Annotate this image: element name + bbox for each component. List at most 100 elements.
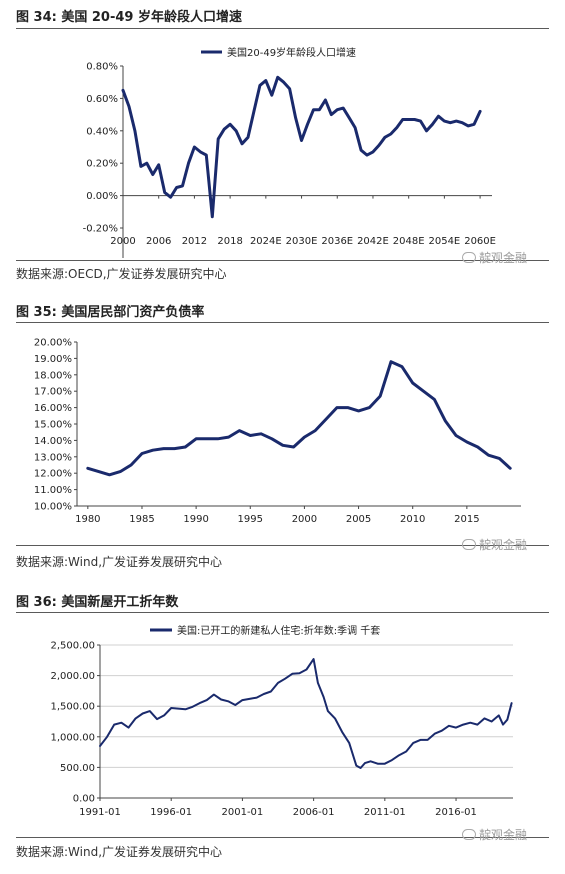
data-point bbox=[163, 715, 165, 717]
data-point bbox=[390, 361, 392, 363]
data-point bbox=[227, 701, 229, 703]
y-tick-label: 16.00% bbox=[34, 403, 72, 414]
data-point bbox=[444, 420, 446, 422]
y-tick-label: 19.00% bbox=[34, 354, 72, 365]
x-tick-label: 2010 bbox=[400, 514, 425, 525]
y-tick-label: 0.00 bbox=[73, 794, 95, 805]
x-tick-label: 2036E bbox=[321, 236, 353, 247]
wechat-icon bbox=[462, 539, 476, 550]
data-point bbox=[122, 90, 124, 92]
data-point bbox=[347, 407, 349, 409]
chart-household-leverage: 20.00% 19.00% 18.00% 17.00% 16.00% 15.00% 14.0… bbox=[34, 338, 521, 525]
data-point bbox=[356, 765, 358, 767]
data-point bbox=[396, 127, 398, 129]
data-point bbox=[271, 438, 273, 440]
data-point bbox=[477, 446, 479, 448]
data-point bbox=[253, 111, 255, 113]
data-point bbox=[170, 707, 172, 709]
data-point bbox=[242, 699, 244, 701]
data-point bbox=[247, 137, 249, 139]
data-point bbox=[259, 85, 261, 87]
data-point bbox=[378, 145, 380, 147]
data-point bbox=[128, 106, 130, 108]
y-tick-label: 0.80% bbox=[86, 62, 118, 73]
figure-36-source: 数据来源:Wind,广发证券发展研究中心 bbox=[16, 845, 223, 859]
data-point bbox=[477, 724, 479, 726]
data-point bbox=[398, 754, 400, 756]
y-tick-label: 2,500.00 bbox=[50, 641, 95, 652]
x-tick-label: 2060E bbox=[464, 236, 496, 247]
data-point bbox=[313, 109, 315, 111]
legend-label: 美国:已开工的新建私人住宅:折年数:季调 千套 bbox=[177, 624, 380, 637]
chart-housing-starts: 2,500.00 2,000.00 1,500.00 1,000.00 500.00 0.… bbox=[50, 624, 513, 818]
data-point bbox=[185, 446, 187, 448]
data-point bbox=[206, 699, 208, 701]
data-point bbox=[498, 715, 500, 717]
data-point bbox=[473, 124, 475, 126]
watermark-text: 靛观金融 bbox=[479, 251, 528, 265]
data-point bbox=[354, 127, 356, 129]
data-point bbox=[182, 185, 184, 187]
data-point bbox=[149, 710, 151, 712]
data-point bbox=[301, 140, 303, 142]
data-point bbox=[163, 448, 165, 450]
y-tick-label: 10.00% bbox=[34, 502, 72, 513]
data-point bbox=[462, 724, 464, 726]
data-point bbox=[379, 395, 381, 397]
y-tick-label: -0.20% bbox=[83, 224, 118, 235]
data-point bbox=[170, 196, 172, 198]
data-point bbox=[317, 682, 319, 684]
data-point bbox=[220, 699, 222, 701]
data-point bbox=[364, 762, 366, 764]
data-point bbox=[413, 742, 415, 744]
data-point bbox=[194, 146, 196, 148]
data-point bbox=[325, 418, 327, 420]
data-point bbox=[249, 698, 251, 700]
x-tick-label: 2042E bbox=[357, 236, 389, 247]
figure-35-top-rule bbox=[16, 322, 549, 323]
data-point bbox=[319, 109, 321, 111]
legend-label: 美国20-49岁年龄段人口增速 bbox=[227, 46, 356, 59]
data-point bbox=[502, 724, 504, 726]
data-point bbox=[384, 763, 386, 765]
data-point bbox=[366, 154, 368, 156]
x-tick-label: 1985 bbox=[129, 514, 154, 525]
data-point bbox=[434, 733, 436, 735]
data-point bbox=[250, 435, 252, 437]
data-point bbox=[295, 117, 297, 119]
x-tick-label: 1996-01 bbox=[150, 807, 192, 818]
data-point bbox=[423, 390, 425, 392]
data-point bbox=[146, 162, 148, 164]
data-point bbox=[484, 718, 486, 720]
x-tick-label: 2054E bbox=[428, 236, 460, 247]
data-point bbox=[241, 143, 243, 145]
y-tick-label: 12.00% bbox=[34, 469, 72, 480]
data-point bbox=[152, 449, 154, 451]
data-point bbox=[341, 731, 343, 733]
figure-34-title: 图 34: 美国 20-49 岁年龄段人口增速 bbox=[16, 10, 242, 25]
data-point bbox=[98, 471, 100, 473]
data-point bbox=[289, 88, 291, 90]
data-point bbox=[323, 696, 325, 698]
data-point bbox=[152, 174, 154, 176]
x-tick-label: 1991-01 bbox=[79, 807, 121, 818]
data-point bbox=[195, 438, 197, 440]
y-tick-label: 13.00% bbox=[34, 452, 72, 463]
series-line-0 bbox=[99, 658, 513, 769]
data-point bbox=[377, 763, 379, 765]
data-point bbox=[228, 436, 230, 438]
data-point bbox=[427, 739, 429, 741]
y-tick-label: 18.00% bbox=[34, 370, 72, 381]
data-point bbox=[282, 445, 284, 447]
data-point bbox=[156, 718, 158, 720]
data-point bbox=[292, 673, 294, 675]
figure-34-bottom-rule bbox=[16, 260, 549, 261]
data-point bbox=[158, 164, 160, 166]
data-point bbox=[277, 77, 279, 79]
data-point bbox=[448, 725, 450, 727]
data-point bbox=[401, 366, 403, 368]
data-point bbox=[306, 669, 308, 671]
data-point bbox=[235, 704, 237, 706]
data-point bbox=[277, 682, 279, 684]
data-point bbox=[87, 468, 89, 470]
